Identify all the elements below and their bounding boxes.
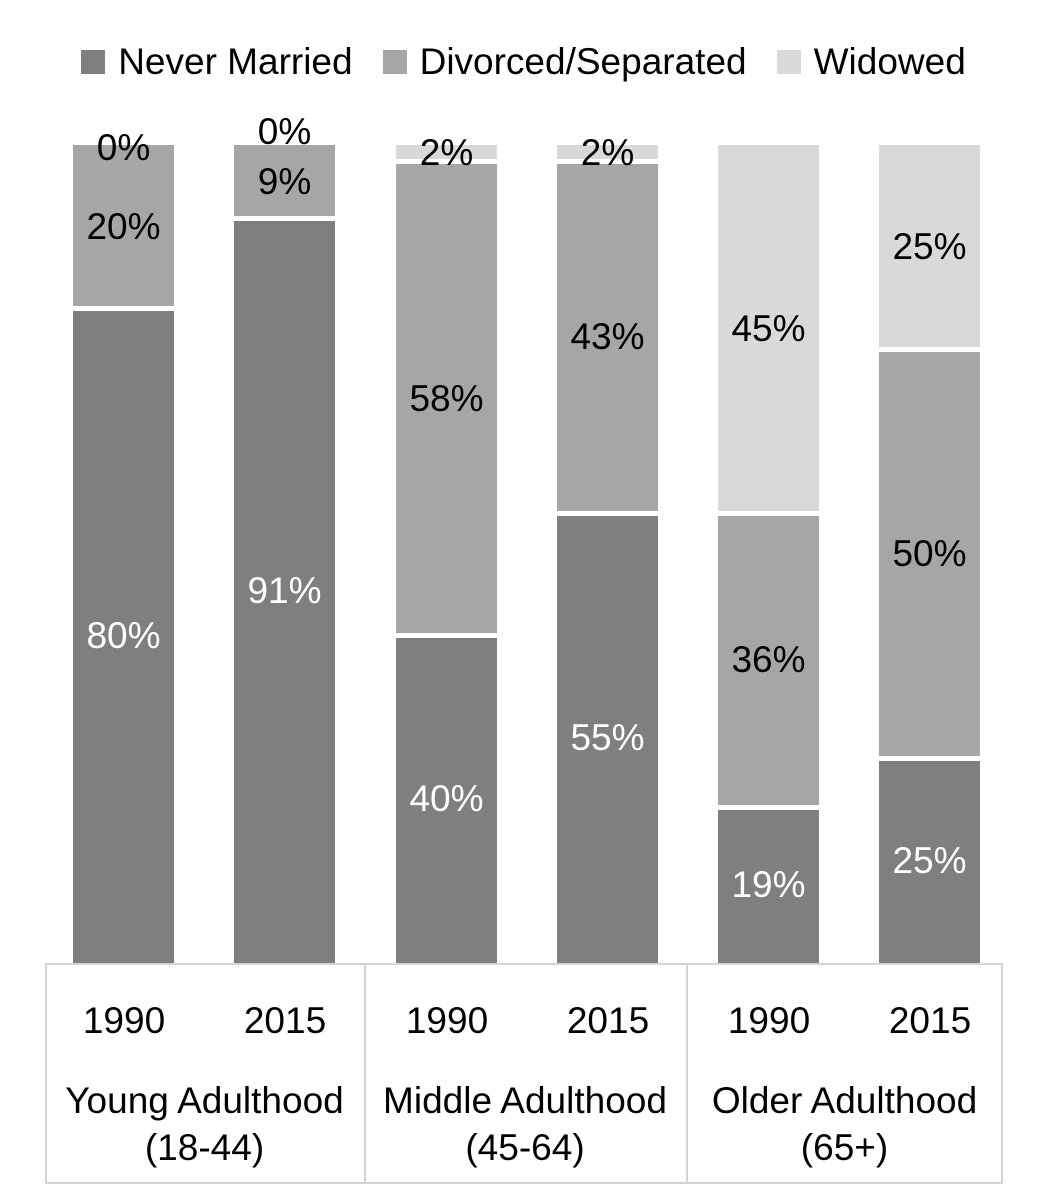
- segment-label-widowed: 0%: [257, 111, 312, 152]
- bar-segment-widowed: [879, 145, 980, 350]
- year-label: 2015: [566, 1000, 650, 1041]
- axis-group-divider: [364, 963, 366, 1184]
- segment-label-divorced-separated: 43%: [570, 316, 645, 357]
- segment-label-widowed: 25%: [892, 226, 967, 267]
- group-sublabel: (18-44): [144, 1127, 265, 1168]
- widowed-swatch-icon: [776, 50, 801, 74]
- bar-segment-divorced-separated: [879, 349, 980, 759]
- segment-separator: [234, 216, 335, 221]
- segment-separator: [396, 159, 497, 164]
- legend-item-divorced-separated: Divorced/Separated: [382, 38, 747, 86]
- segment-label-never-married: 55%: [570, 717, 645, 758]
- bar-segment-divorced-separated: [396, 161, 497, 636]
- segment-separator: [718, 805, 819, 810]
- bar-segment-widowed: [396, 145, 497, 162]
- segment-label-divorced-separated: 58%: [409, 378, 484, 419]
- segment-label-never-married: 91%: [247, 570, 322, 611]
- bar-segment-never-married: [234, 218, 335, 963]
- bar-segment-never-married: [718, 807, 819, 963]
- year-label: 1990: [727, 1000, 811, 1041]
- bar-segment-never-married: [396, 635, 497, 963]
- bar-segment-divorced-separated: [73, 145, 174, 309]
- year-label: 1990: [82, 1000, 166, 1041]
- segment-label-widowed: 0%: [96, 127, 151, 168]
- segment-label-never-married: 19%: [731, 864, 806, 905]
- year-label: 2015: [243, 1000, 327, 1041]
- segment-label-widowed: 45%: [731, 308, 806, 349]
- segment-separator: [557, 159, 658, 164]
- legend-item-never-married: Never Married: [81, 38, 353, 86]
- divorced-separated-swatch-icon: [382, 50, 407, 74]
- year-label: 1990: [405, 1000, 489, 1041]
- legend-label-divorced-separated: Divorced/Separated: [419, 41, 747, 82]
- bar-segment-widowed: [557, 145, 658, 162]
- bar-segment-divorced-separated: [718, 513, 819, 808]
- segment-separator: [396, 633, 497, 638]
- group-label: Young Adulthood: [65, 1080, 344, 1121]
- segment-separator: [879, 756, 980, 761]
- bar-segment-never-married: [879, 758, 980, 963]
- bar-segment-divorced-separated: [234, 145, 335, 219]
- axis-group-divider: [686, 963, 688, 1184]
- group-sublabel: (65+): [800, 1127, 889, 1168]
- year-label: 2015: [888, 1000, 972, 1041]
- never-married-swatch-icon: [81, 50, 106, 74]
- legend-label-widowed: Widowed: [813, 41, 966, 82]
- bar-segment-divorced-separated: [557, 161, 658, 514]
- chart-legend: Never Married Divorced/Separated Widowed: [0, 38, 1047, 86]
- bar-segment-never-married: [557, 513, 658, 963]
- legend-label-never-married: Never Married: [118, 41, 353, 82]
- segment-separator: [557, 511, 658, 516]
- segment-label-never-married: 80%: [86, 615, 161, 656]
- bar-segment-never-married: [73, 308, 174, 963]
- segment-label-divorced-separated: 36%: [731, 639, 806, 680]
- segment-label-never-married: 25%: [892, 840, 967, 881]
- segment-label-widowed: 2%: [580, 132, 635, 173]
- bar-segment-widowed: [718, 145, 819, 514]
- segment-label-divorced-separated: 9%: [257, 161, 312, 202]
- segment-label-never-married: 40%: [409, 778, 484, 819]
- axis-table-border: [45, 963, 1003, 1184]
- segment-separator: [73, 306, 174, 311]
- segment-label-divorced-separated: 20%: [86, 206, 161, 247]
- segment-label-widowed: 2%: [419, 132, 474, 173]
- segment-separator: [879, 347, 980, 352]
- legend-item-widowed: Widowed: [776, 38, 966, 86]
- group-label: Middle Adulthood: [383, 1080, 667, 1121]
- segment-separator: [718, 511, 819, 516]
- group-label: Older Adulthood: [711, 1080, 978, 1121]
- group-sublabel: (45-64): [465, 1127, 585, 1168]
- segment-label-divorced-separated: 50%: [892, 533, 967, 574]
